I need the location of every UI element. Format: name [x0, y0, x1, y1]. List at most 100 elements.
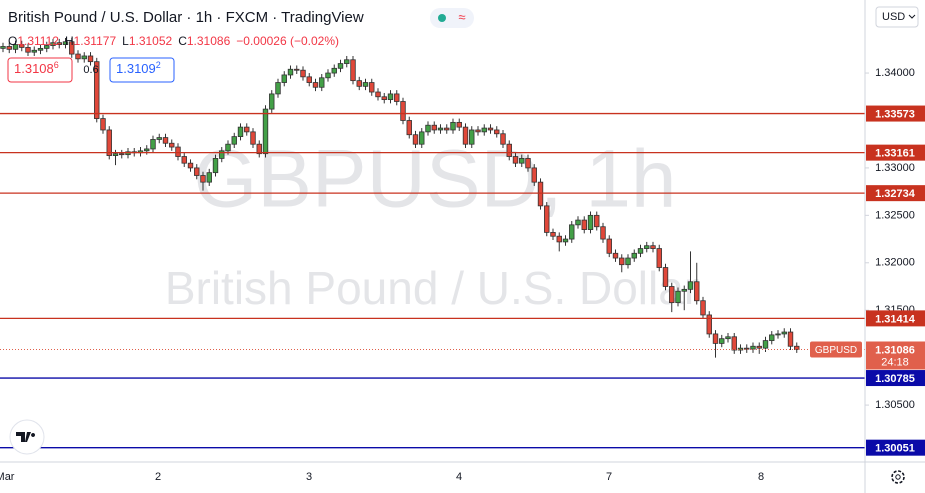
candle-body — [419, 131, 425, 145]
watermark: GBPUSD, 1h British Pound / U.S. Dollar — [165, 134, 699, 315]
candle-body — [356, 80, 362, 87]
candle-body — [781, 331, 787, 335]
candle-body — [656, 248, 662, 268]
candle-body — [106, 129, 112, 156]
buy-price-main[interactable]: 1.3109 — [116, 61, 156, 76]
level-label-box — [866, 105, 925, 122]
candle-body — [662, 267, 669, 287]
candle-body — [719, 338, 725, 344]
delay-icon[interactable]: ≈ — [458, 9, 465, 24]
candle-body — [69, 41, 75, 55]
y-tick-label: 1.30500 — [875, 399, 915, 411]
candle-body — [744, 347, 750, 350]
candle-body — [431, 124, 437, 131]
candle-body — [550, 232, 556, 237]
candle-body — [225, 143, 231, 152]
price-axis: 1.340001.330001.325001.320001.315001.305… — [865, 67, 925, 456]
candle-body — [487, 127, 494, 131]
buy-price-pip[interactable]: 2 — [156, 60, 161, 70]
candle-body — [212, 158, 219, 174]
candle-body — [206, 172, 212, 183]
sell-price-pip[interactable]: 6 — [54, 60, 59, 70]
candle-body — [306, 76, 312, 83]
currency-selector[interactable]: USD — [875, 6, 919, 28]
candle-body — [331, 67, 337, 74]
gear-core[interactable] — [895, 474, 901, 480]
candle-body — [731, 336, 737, 351]
candle-body — [6, 46, 12, 50]
candle-body — [519, 158, 525, 164]
sell-box[interactable] — [7, 57, 73, 83]
level-label: 1.32734 — [875, 188, 916, 200]
candle-body — [625, 257, 631, 266]
settings-gear[interactable] — [891, 470, 905, 484]
buy-box[interactable] — [109, 57, 175, 83]
level-label-box — [866, 144, 925, 161]
level-label: 1.33161 — [875, 148, 915, 160]
candle-body — [506, 143, 512, 157]
candle-body — [400, 101, 406, 121]
candle-body — [444, 127, 450, 131]
candle-body — [256, 143, 262, 155]
candle-body — [325, 72, 331, 79]
candle-body — [406, 120, 412, 136]
tradingview-logo[interactable] — [9, 419, 45, 455]
candle-body — [650, 245, 656, 249]
candle-body — [525, 158, 531, 169]
candle-body — [769, 334, 775, 341]
level-label: 1.30051 — [875, 443, 915, 455]
sell-button[interactable]: 1.31086 — [7, 57, 73, 83]
candle-body — [187, 162, 194, 169]
candle-body — [544, 205, 550, 233]
candle-body — [750, 345, 756, 350]
y-tick-label: 1.34000 — [875, 67, 915, 79]
candle-body — [87, 55, 94, 63]
candle-body — [300, 69, 306, 78]
candle-body — [619, 257, 625, 266]
candle-body — [250, 131, 256, 145]
candle-body — [369, 82, 375, 93]
buy-button[interactable]: 1.31092 — [109, 57, 175, 83]
ohlc-change: −0.00026 (−0.02%) — [236, 34, 339, 48]
candle-body — [181, 156, 187, 164]
candle-body — [150, 139, 156, 150]
buy-price[interactable]: 1.31092 — [116, 60, 161, 76]
level-label-box — [866, 370, 925, 387]
ohlc-legend: O1.31112 H1.31177 L1.31052 C1.31086 −0.00026… — [8, 34, 339, 48]
candle-body — [700, 300, 706, 316]
watermark-name: British Pound / U.S. Dollar — [165, 262, 699, 314]
candle-body — [219, 150, 225, 159]
candle-body — [631, 252, 637, 259]
logo-mark[interactable] — [16, 432, 36, 442]
candle-body — [56, 42, 62, 45]
candle-body — [450, 121, 456, 131]
candle-body — [337, 63, 344, 69]
y-tick-label: 1.33000 — [875, 162, 915, 174]
status-icons: ≈ — [430, 8, 474, 28]
candle-body — [37, 47, 44, 51]
candle-body — [394, 93, 400, 102]
currency-box[interactable] — [875, 6, 919, 28]
candle-body — [75, 53, 81, 60]
level-label: 1.31414 — [875, 313, 916, 325]
candle-body — [500, 133, 506, 145]
sell-price[interactable]: 1.31086 — [14, 60, 59, 76]
market-open-dot[interactable] — [438, 14, 446, 22]
y-tick-label: 1.32000 — [875, 257, 915, 269]
candle-body — [637, 248, 644, 254]
sell-price-main[interactable]: 1.3108 — [14, 61, 54, 76]
candle-body — [281, 74, 287, 83]
candle-body — [12, 44, 19, 50]
x-tick-label: 8 — [758, 471, 764, 483]
candle-body — [350, 59, 356, 82]
level-label: 1.33573 — [875, 108, 915, 120]
ohlc-value: 1.31112 — [17, 34, 59, 48]
level-label: 1.30785 — [875, 373, 915, 385]
candle-body — [437, 127, 444, 131]
x-tick-label: Mar — [0, 471, 15, 483]
x-tick-label: 3 — [306, 471, 312, 483]
currency-label[interactable]: USD — [882, 11, 905, 23]
gear-ring[interactable] — [891, 470, 905, 484]
currency-caret[interactable] — [908, 14, 916, 19]
candle-body — [200, 175, 206, 183]
